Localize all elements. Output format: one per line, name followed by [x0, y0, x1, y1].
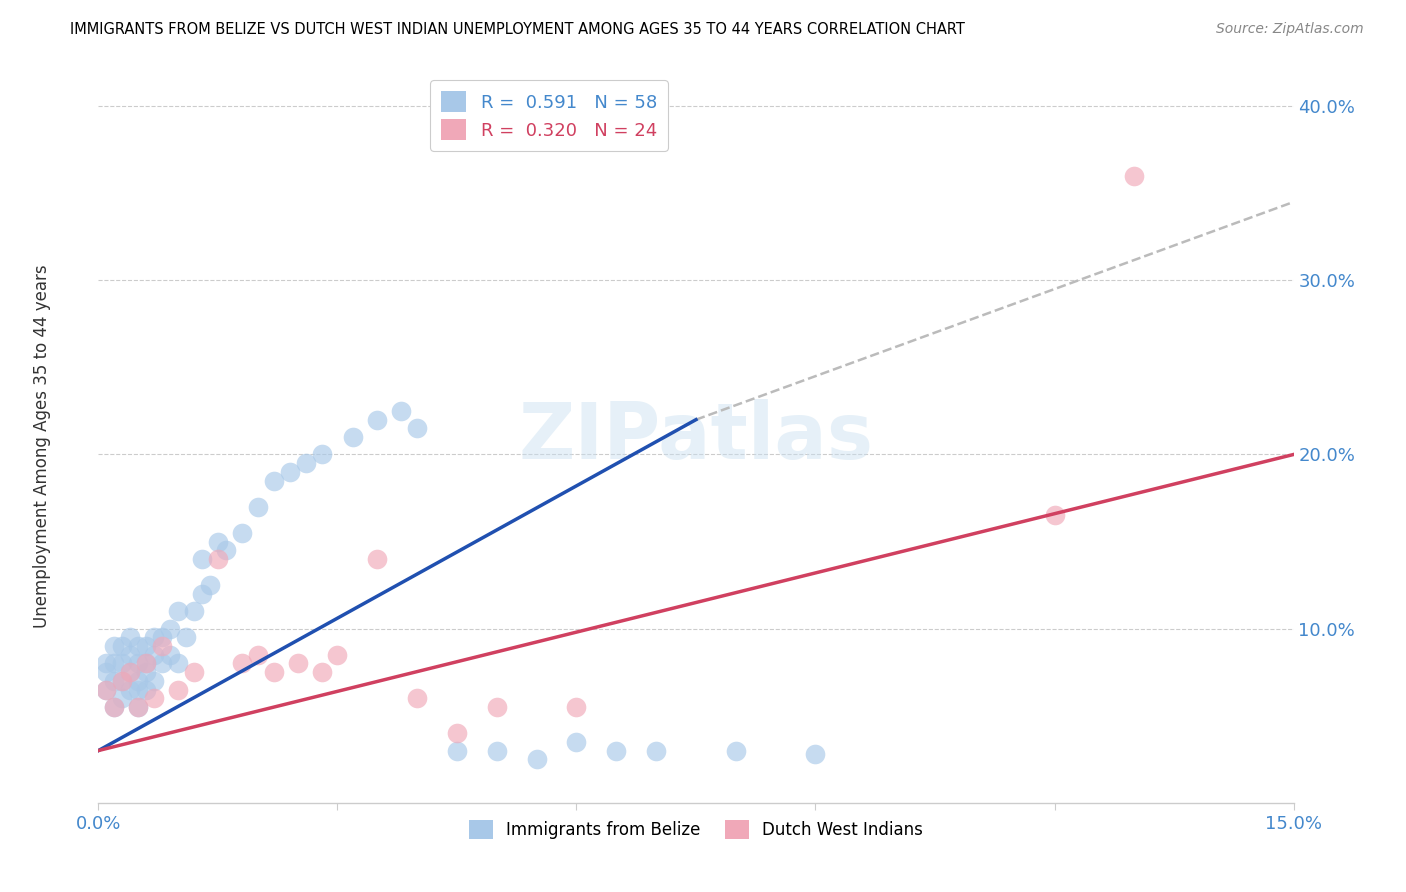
Point [406, 691, 429, 706]
Point [311, 665, 333, 680]
Point [127, 682, 149, 697]
Point [143, 673, 166, 688]
Point [127, 700, 149, 714]
Text: ZIPatlas: ZIPatlas [519, 399, 873, 475]
Point [183, 665, 205, 680]
Point [143, 631, 166, 645]
Point [127, 700, 149, 714]
Point [215, 543, 238, 558]
Point [135, 657, 157, 671]
Point [96, 682, 118, 697]
Point [526, 752, 548, 766]
Point [143, 648, 166, 662]
Point [150, 639, 173, 653]
Point [485, 700, 508, 714]
Point [120, 665, 142, 680]
Point [167, 682, 190, 697]
Point [406, 421, 429, 435]
Point [246, 648, 269, 662]
Point [446, 743, 468, 757]
Point [111, 657, 134, 671]
Point [127, 657, 149, 671]
Point [231, 657, 253, 671]
Legend: Immigrants from Belize, Dutch West Indians: Immigrants from Belize, Dutch West India… [463, 814, 929, 846]
Point [174, 631, 197, 645]
Point [246, 500, 269, 514]
Point [287, 657, 309, 671]
Point [135, 682, 157, 697]
Point [183, 604, 205, 618]
Point [120, 648, 142, 662]
Point [143, 691, 166, 706]
Point [111, 673, 134, 688]
Point [565, 700, 588, 714]
Point [103, 639, 125, 653]
Text: IMMIGRANTS FROM BELIZE VS DUTCH WEST INDIAN UNEMPLOYMENT AMONG AGES 35 TO 44 YEA: IMMIGRANTS FROM BELIZE VS DUTCH WEST IND… [70, 22, 965, 37]
Point [207, 534, 229, 549]
Point [724, 743, 747, 757]
Point [366, 552, 388, 566]
Point [135, 639, 157, 653]
Point [231, 525, 253, 540]
Point [191, 587, 214, 601]
Point [96, 682, 118, 697]
Text: Unemployment Among Ages 35 to 44 years: Unemployment Among Ages 35 to 44 years [34, 264, 51, 628]
Point [111, 691, 134, 706]
Point [207, 552, 229, 566]
Point [150, 657, 173, 671]
Point [120, 665, 142, 680]
Point [150, 631, 173, 645]
Point [103, 700, 125, 714]
Point [135, 657, 157, 671]
Point [294, 456, 316, 470]
Point [605, 743, 627, 757]
Point [389, 404, 412, 418]
Point [167, 657, 190, 671]
Point [103, 673, 125, 688]
Point [111, 673, 134, 688]
Point [159, 622, 181, 636]
Point [120, 631, 142, 645]
Point [366, 412, 388, 426]
Point [103, 700, 125, 714]
Point [127, 639, 149, 653]
Point [342, 430, 364, 444]
Point [191, 552, 214, 566]
Point [804, 747, 827, 761]
Point [111, 639, 134, 653]
Point [278, 465, 301, 479]
Point [198, 578, 221, 592]
Point [167, 604, 190, 618]
Text: Source: ZipAtlas.com: Source: ZipAtlas.com [1216, 22, 1364, 37]
Point [326, 648, 349, 662]
Point [645, 743, 668, 757]
Point [1043, 508, 1066, 523]
Point [96, 657, 118, 671]
Point [565, 735, 588, 749]
Point [120, 682, 142, 697]
Point [135, 665, 157, 680]
Point [103, 657, 125, 671]
Point [1123, 169, 1146, 183]
Point [263, 474, 285, 488]
Point [263, 665, 285, 680]
Point [311, 448, 333, 462]
Point [96, 665, 118, 680]
Point [446, 726, 468, 740]
Point [159, 648, 181, 662]
Point [127, 673, 149, 688]
Point [485, 743, 508, 757]
